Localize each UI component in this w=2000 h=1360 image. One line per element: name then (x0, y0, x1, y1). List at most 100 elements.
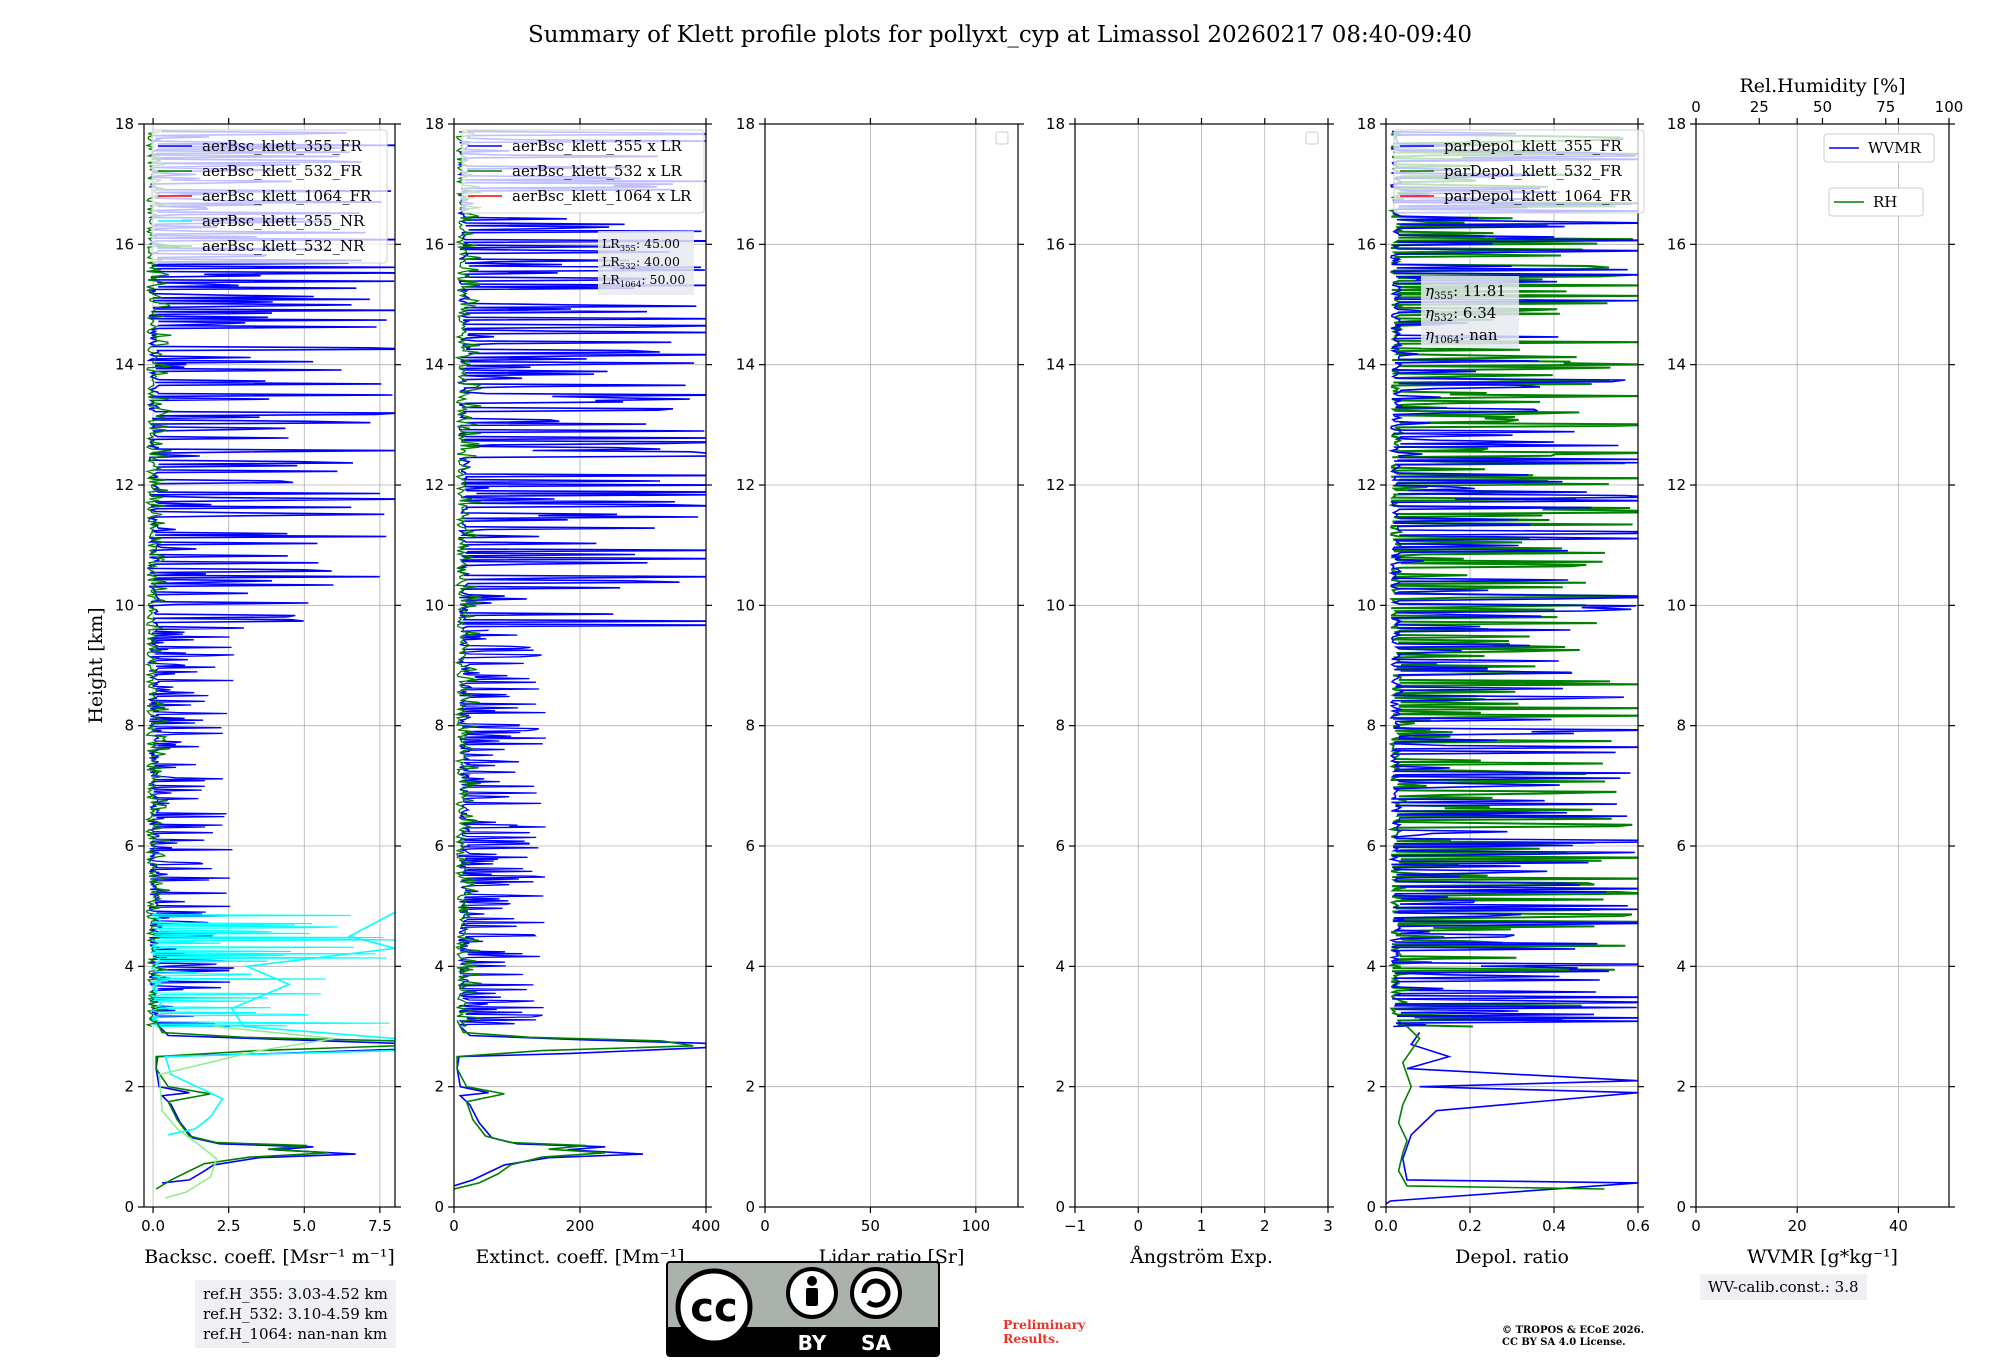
y-tick-label: 14 (1357, 356, 1376, 374)
x-axis-label: WVMR [g*kg⁻¹] (1747, 1246, 1898, 1268)
y-tick-label: 4 (124, 957, 134, 975)
cc-sa-text: SA (861, 1331, 891, 1355)
y-tick-label: 10 (1357, 596, 1376, 614)
top-x-tick-label: 75 (1876, 98, 1895, 116)
top-x-tick-label: 25 (1750, 98, 1769, 116)
empty-legend-box (995, 131, 1009, 145)
y-tick-label: 14 (425, 356, 444, 374)
y-tick-label: 6 (745, 837, 755, 855)
y-tick-label: 12 (1667, 476, 1686, 494)
reference-height-box: ref.H_355: 3.03-4.52 km ref.H_532: 3.10-… (195, 1280, 396, 1348)
y-tick-label: 16 (1357, 235, 1376, 253)
y-tick-label: 6 (1676, 837, 1686, 855)
y-tick-label: 4 (1676, 957, 1686, 975)
y-tick-label: 18 (1046, 115, 1065, 133)
x-tick-label: 2.5 (217, 1217, 241, 1235)
x-axis-label: Ångström Exp. (1129, 1246, 1273, 1268)
y-tick-label: 8 (1055, 717, 1065, 735)
x-axis-label: Extinct. coeff. [Mm⁻¹] (475, 1246, 684, 1268)
noise-polyline (144, 131, 172, 1028)
y-tick-label: 0 (745, 1198, 755, 1216)
cc-logo-text: cc (690, 1285, 737, 1331)
noise-polyline (150, 912, 395, 1028)
grid-lines (1074, 123, 1329, 1208)
empty-legend-box (1305, 131, 1319, 145)
panel-wvmr: 0 20 40 0 2 4 6 8 10 12 14 16 18 WVMR [g*kg⁻¹] 0 25 50 75… (1667, 75, 1963, 1268)
axes-frame (143, 123, 396, 1208)
series-line-aerBsc_klett_532_NR (158, 1025, 335, 1199)
lidar-ratio-entry: LR355: 45.00 (602, 236, 680, 254)
lidar-ratio-box (598, 231, 694, 295)
top-x-tick-label: 0 (1691, 98, 1701, 116)
y-tick-label: 8 (1676, 717, 1686, 735)
ref-height-532: ref.H_532: 3.10-4.59 km (203, 1305, 388, 1323)
eta-box (1421, 276, 1519, 348)
legend-label: WVMR (1868, 139, 1922, 157)
y-tick-label: 0 (1676, 1198, 1686, 1216)
copyright-note: © TROPOS & ECoE 2026. CC BY SA 4.0 Licen… (1502, 1325, 1644, 1349)
y-tick-label: 16 (1046, 235, 1065, 253)
x-tick-label: 0.2 (1458, 1217, 1482, 1235)
series-line-aerBsc_klett_532_FR (155, 1020, 395, 1190)
ref-height-1064: ref.H_1064: nan-nan km (203, 1325, 388, 1343)
y-tick-label: 18 (736, 115, 755, 133)
top-x-tick-label: 50 (1813, 98, 1832, 116)
y-tick-label: 8 (124, 717, 134, 735)
legend-label: parDepol_klett_532_FR (1444, 162, 1622, 180)
legend-box-RH (1828, 187, 1924, 217)
series-line-parDepol_klett_355_FR (1386, 1032, 1638, 1205)
y-tick-label: 0 (1055, 1198, 1065, 1216)
y-tick-label: 6 (1055, 837, 1065, 855)
y-tick-label: 16 (115, 235, 134, 253)
x-tick-label: 50 (861, 1217, 880, 1235)
eta-entry: η1064: nan (1425, 326, 1498, 346)
y-tick-label: 10 (1667, 596, 1686, 614)
legend-box-WVMR (1823, 133, 1935, 163)
y-tick-label: 4 (745, 957, 755, 975)
legend-label: aerBsc_klett_1064_FR (202, 187, 372, 205)
y-tick-label: 2 (434, 1078, 444, 1096)
ref-height-355: ref.H_355: 3.03-4.52 km (203, 1285, 388, 1303)
x-tick-label: 5.0 (292, 1217, 316, 1235)
grid-lines (764, 123, 1018, 1208)
x-tick-label: 20 (1788, 1217, 1807, 1235)
ticks (448, 118, 712, 1213)
noise-polyline (454, 131, 483, 1028)
legend-label: aerBsc_klett_532 x LR (512, 162, 683, 180)
legend-label: aerBsc_klett_1064 x LR (512, 187, 692, 205)
y-tick-label: 6 (434, 837, 444, 855)
x-tick-label: 2 (1260, 1217, 1270, 1235)
x-tick-label: 3 (1323, 1217, 1333, 1235)
preliminary-line-1: Preliminary (1003, 1317, 1086, 1332)
y-tick-label: 8 (1366, 717, 1376, 735)
copyright-line-1: © TROPOS & ECoE 2026. (1502, 1325, 1645, 1336)
x-tick-label: 0.0 (141, 1217, 165, 1235)
ticks (1380, 118, 1644, 1213)
y-tick-label: 18 (115, 115, 134, 133)
panel-backscatter: 0.0 2.5 5.0 7.5 0 2 4 6 8 10 12 14 16 18 Backsc. coeff… (85, 115, 401, 1268)
ticks (138, 118, 401, 1213)
legend-box (151, 129, 388, 264)
y-tick-label: 18 (425, 115, 444, 133)
x-tick-label: −1 (1064, 1217, 1086, 1235)
y-tick-label: 0 (124, 1198, 134, 1216)
x-tick-label: 1 (1197, 1217, 1207, 1235)
y-tick-label: 12 (1046, 476, 1065, 494)
y-tick-label: 12 (425, 476, 444, 494)
axes-frame (1385, 123, 1639, 1208)
grid-lines (1695, 123, 1949, 1208)
y-tick-label: 16 (425, 235, 444, 253)
x-tick-label: 0 (1691, 1217, 1701, 1235)
y-tick-label: 2 (1366, 1078, 1376, 1096)
legend-label: aerBsc_klett_355 x LR (512, 137, 683, 155)
cc-by-sa-logo: cc BY SA (666, 1261, 940, 1357)
lidar-ratio-entry: LR532: 40.00 (602, 254, 680, 272)
y-tick-label: 0 (1366, 1198, 1376, 1216)
y-tick-label: 12 (1357, 476, 1376, 494)
panel-depol: 0.0 0.2 0.4 0.6 0 2 4 6 8 10 12 14 16 18 Depol. ratio p… (1357, 115, 1650, 1268)
y-tick-label: 6 (124, 837, 134, 855)
y-tick-label: 10 (425, 596, 444, 614)
cc-by-text: BY (798, 1331, 827, 1355)
